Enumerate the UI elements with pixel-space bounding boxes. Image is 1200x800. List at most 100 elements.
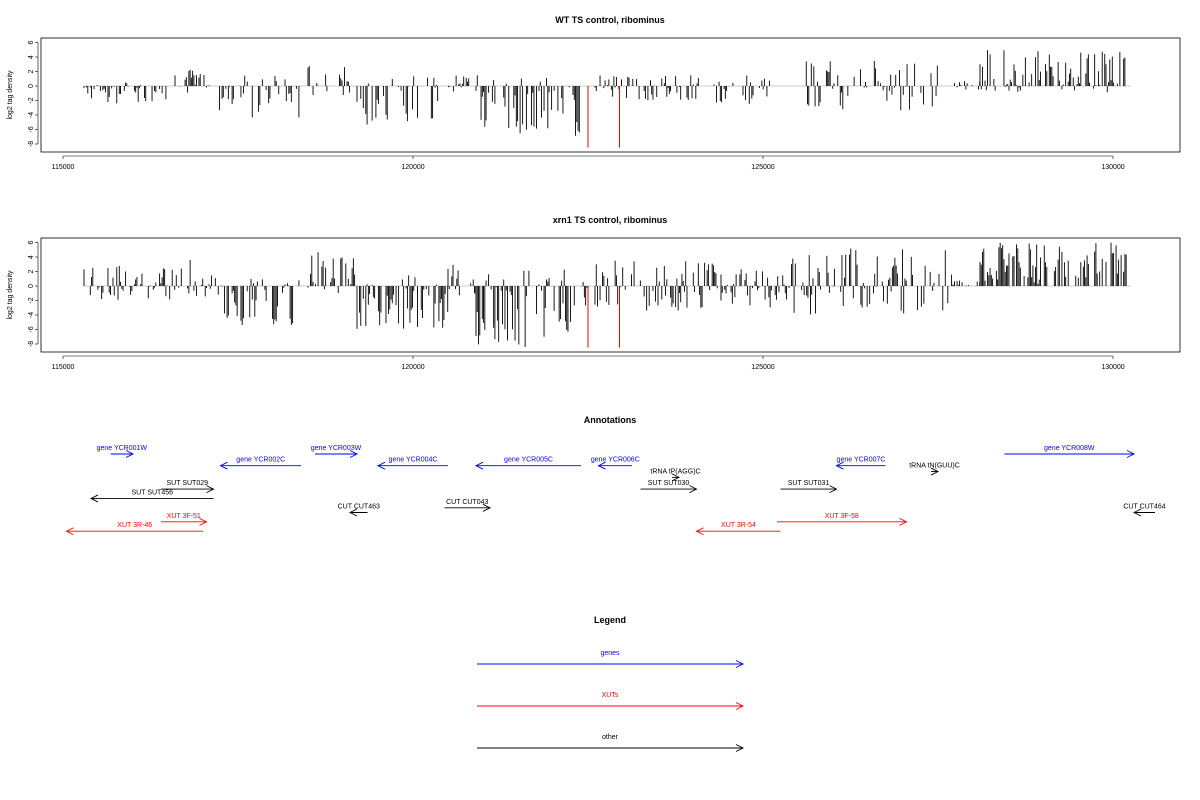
wt-bars xyxy=(83,50,1131,148)
feature-arrowhead xyxy=(349,450,359,458)
annotation-label: gene YCR005C xyxy=(504,457,553,464)
y-tick-label: -6 xyxy=(28,126,35,132)
x-tick-label: 115000 xyxy=(52,164,75,171)
annotation-label: XUT 3R-46 xyxy=(117,522,152,529)
x-tick-label: 130000 xyxy=(1101,364,1124,371)
feature-arrowhead xyxy=(597,461,606,470)
annotation-label: gene YCR004C xyxy=(389,457,438,464)
annotation-label: gene YCR006C xyxy=(591,457,640,464)
y-tick-label: -4 xyxy=(28,112,35,118)
feature-arrowhead xyxy=(219,461,228,470)
feature-arrowhead xyxy=(735,702,745,710)
wt-axes: -8 -6 -4 -2 0 2 4 6 115000 120000 125000 130000 xyxy=(28,40,1125,171)
annotation-feature: tRNA tP(AGG)C xyxy=(650,468,701,482)
feature-arrowhead xyxy=(695,527,704,536)
annotation-feature: CUT CUT464 xyxy=(1123,504,1166,517)
feature-arrowhead xyxy=(829,485,838,494)
feature-arrowhead xyxy=(1126,450,1136,458)
y-tick-label: 0 xyxy=(28,84,35,88)
annotation-feature: tRNA tN(GUU)C xyxy=(909,463,960,476)
xrn1-bars xyxy=(83,242,1131,348)
wt-density-panel: WT TS control, ribominus log2 tag densit… xyxy=(7,15,1181,171)
annotation-feature: gene YCR001W xyxy=(97,445,148,458)
y-tick-label: 4 xyxy=(28,55,35,59)
y-tick-label: 2 xyxy=(28,69,35,73)
feature-arrowhead xyxy=(348,508,358,517)
annotation-feature: gene YCR005C xyxy=(474,457,581,470)
annotation-label: gene YCR001W xyxy=(97,445,148,452)
annotation-feature: gene YCR003W xyxy=(311,445,362,458)
annotation-label: SUT SUT031 xyxy=(788,480,830,487)
feature-arrowhead xyxy=(930,467,940,476)
wt-plot-frame xyxy=(40,37,1181,153)
annotation-label: XUT 3F-58 xyxy=(825,513,859,520)
annotation-feature: gene YCR002C xyxy=(219,457,301,470)
xrn1-axes: -8 -6 -4 -2 0 2 4 6 115000 120000 125000 130000 xyxy=(28,240,1125,371)
annotation-label: gene YCR007C xyxy=(837,457,886,464)
feature-arrowhead xyxy=(899,517,908,526)
x-tick-label: 125000 xyxy=(751,164,774,171)
legend-entry: genes xyxy=(477,650,745,668)
annotation-label: SUT SUT030 xyxy=(648,480,690,487)
annotations-title: Annotations xyxy=(584,415,637,425)
annotation-label: gene YCR002C xyxy=(236,457,285,464)
legend-entry: XUTs xyxy=(477,692,745,710)
legend: genes XUTs other xyxy=(477,650,745,752)
annotation-label: gene YCR003W xyxy=(311,445,362,452)
feature-arrowhead xyxy=(482,503,492,512)
legend-label: genes xyxy=(600,650,620,657)
y-tick-label: -2 xyxy=(28,297,35,303)
annotation-label: XUT 3F-51 xyxy=(167,513,201,520)
x-tick-label: 130000 xyxy=(1101,164,1124,171)
xrn1-plot-frame xyxy=(40,237,1181,353)
feature-arrowhead xyxy=(1132,508,1142,517)
y-tick-label: 6 xyxy=(28,40,35,44)
annotation-label: tRNA tP(AGG)C xyxy=(650,468,700,475)
annotation-feature: SUT SUT029 xyxy=(161,480,215,494)
x-tick-label: 125000 xyxy=(751,364,774,371)
annotation-feature: SUT SUT030 xyxy=(640,480,698,494)
wt-panel-title: WT TS control, ribominus xyxy=(555,15,665,25)
feature-arrowhead xyxy=(65,527,74,536)
annotation-feature: gene YCR007C xyxy=(835,457,886,470)
annotation-feature: gene YCR004C xyxy=(376,457,448,470)
y-tick-label: 6 xyxy=(28,240,35,244)
legend-label: other xyxy=(602,734,619,741)
legend-label: XUTs xyxy=(602,692,619,699)
y-tick-label: 0 xyxy=(28,284,35,288)
annotation-label: CUT CUT464 xyxy=(1123,504,1165,511)
feature-arrowhead xyxy=(474,461,484,470)
wt-y-axis-label: log2 tag density xyxy=(7,70,14,120)
y-tick-label: -2 xyxy=(28,97,35,103)
xrn1-density-panel: xrn1 TS control, ribominus log2 tag dens… xyxy=(7,215,1181,371)
annotation-label: SUT SUT456 xyxy=(132,489,174,496)
annotation-feature: XUT 3F-51 xyxy=(161,513,208,526)
annotation-feature: CUT CUT043 xyxy=(444,499,492,512)
xrn1-y-axis-label: log2 tag density xyxy=(7,270,14,320)
annotation-label: gene YCR008W xyxy=(1044,445,1095,452)
annotation-feature: XUT 3F-58 xyxy=(777,513,908,526)
annotation-feature: gene YCR006C xyxy=(591,457,640,470)
feature-arrowhead xyxy=(735,660,745,668)
annotation-label: XUT 3R-54 xyxy=(721,522,756,529)
y-tick-label: -8 xyxy=(28,141,35,147)
feature-arrowhead xyxy=(735,744,745,752)
annotation-feature: gene YCR008W xyxy=(1004,445,1136,458)
y-tick-label: 2 xyxy=(28,269,35,273)
x-tick-label: 120000 xyxy=(401,164,424,171)
feature-arrowhead xyxy=(125,450,135,458)
y-tick-label: -6 xyxy=(28,326,35,332)
legend-title: Legend xyxy=(594,615,626,625)
feature-arrowhead xyxy=(835,461,844,470)
x-tick-label: 120000 xyxy=(401,364,424,371)
y-tick-label: 4 xyxy=(28,255,35,259)
y-tick-label: -8 xyxy=(28,341,35,347)
y-tick-label: -4 xyxy=(28,312,35,318)
xrn1-panel-title: xrn1 TS control, ribominus xyxy=(553,215,668,225)
annotation-feature: SUT SUT456 xyxy=(89,489,214,503)
feature-arrowhead xyxy=(376,461,386,470)
feature-arrowhead xyxy=(671,473,681,482)
legend-entry: other xyxy=(477,734,745,752)
annotation-feature: XUT 3R-54 xyxy=(695,522,781,536)
annotation-feature: XUT 3R-46 xyxy=(65,522,203,536)
